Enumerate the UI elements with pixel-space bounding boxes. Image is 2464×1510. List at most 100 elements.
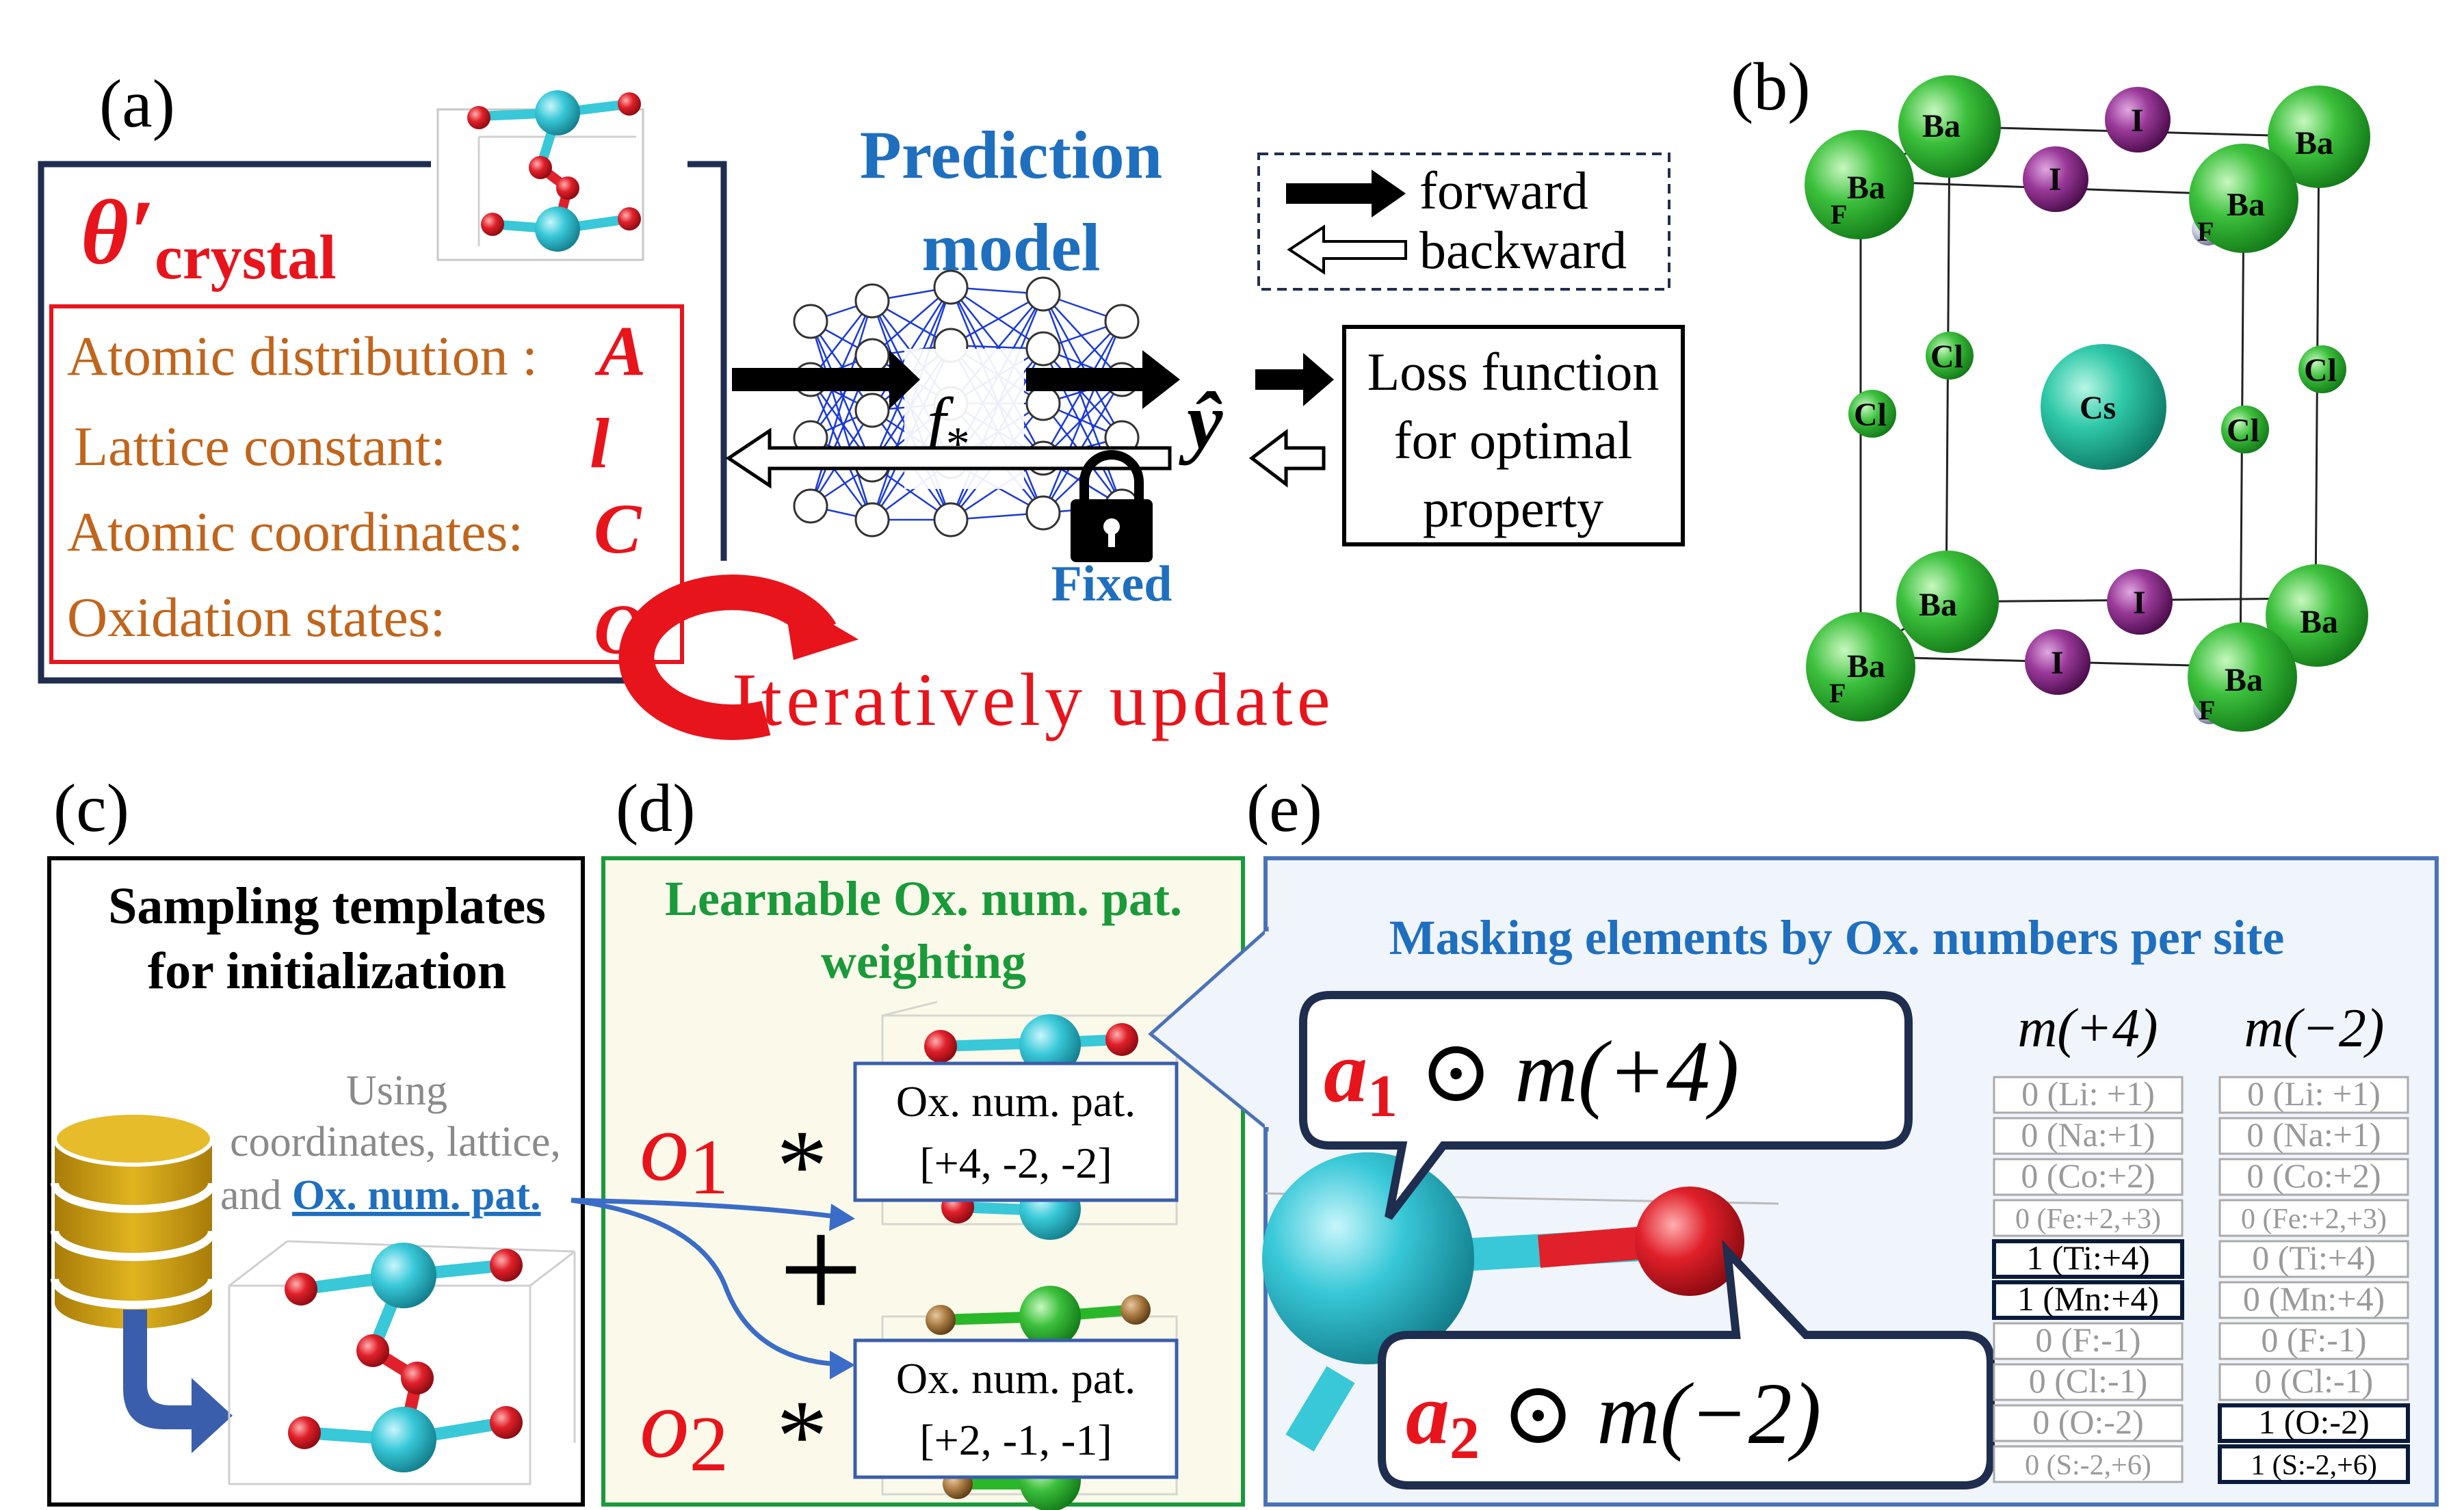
mask-minus2-cell bbox=[2218, 1403, 2410, 1443]
mask-minus2-entry: 0 (Co:+2) bbox=[2246, 1156, 2381, 1195]
param-label-oxidation-states: Oxidation states: bbox=[67, 586, 445, 648]
label-i: I bbox=[2049, 161, 2062, 198]
o2-times: * bbox=[776, 1379, 828, 1493]
loss-function-line-3: property bbox=[1423, 479, 1603, 538]
nn-node bbox=[1025, 495, 1061, 531]
o1-weight: o1 bbox=[640, 1092, 729, 1210]
mask-minus2-entry: 0 (Ti:+4) bbox=[2252, 1239, 2376, 1277]
mask-plus4-cell bbox=[1992, 1239, 2184, 1279]
pattern-crystal-2 bbox=[881, 1286, 1178, 1510]
panel-label-b: (b) bbox=[1731, 49, 1811, 124]
mask-plus4-column: 0 (Li: +1)0 (Na:+1)0 (Co:+2) 0 (Fe:+2,+3)… bbox=[1992, 1074, 2184, 1483]
nn-node bbox=[1025, 331, 1061, 367]
db-to-crystal-arrow-icon bbox=[123, 1310, 233, 1453]
mask-minus2-cell bbox=[2218, 1076, 2409, 1114]
nn-connection bbox=[950, 293, 1044, 347]
loss-function-line-1: Loss function bbox=[1367, 342, 1660, 401]
label-i: I bbox=[2131, 103, 2144, 139]
lock-icon bbox=[1071, 450, 1153, 562]
params-list: Atomic distribution : Lattice constant: … bbox=[67, 325, 538, 648]
label-cl: Cl bbox=[1854, 397, 1887, 433]
label-cl: Cl bbox=[1930, 339, 1963, 375]
mask-minus2-header: m(−2) bbox=[2244, 998, 2384, 1059]
panel-d: Learnable Ox. num. pat. weighting bbox=[571, 856, 1245, 1510]
label-ba: Ba bbox=[1922, 108, 1961, 144]
pattern-2-values: [+2, -1, -1] bbox=[919, 1416, 1112, 1464]
label-cl: Cl bbox=[2304, 352, 2337, 388]
mask-plus4-cell bbox=[1993, 1363, 2184, 1401]
mask-plus4-cell bbox=[1993, 1322, 2184, 1360]
panel-label-d: (d) bbox=[616, 770, 696, 846]
mask-minus2-cell bbox=[2218, 1117, 2409, 1155]
panel-c: Sampling templates for initialization Us… bbox=[47, 856, 585, 1507]
loss-function-line-2: for optimal bbox=[1394, 410, 1633, 470]
label-cl: Cl bbox=[2227, 412, 2259, 449]
label-cs: Cs bbox=[2080, 390, 2116, 426]
label-f: F bbox=[1829, 678, 1846, 708]
panel-label-e: (e) bbox=[1246, 770, 1322, 846]
template-crystal bbox=[228, 1240, 576, 1485]
panel-label-c: (c) bbox=[53, 770, 129, 846]
label-f: F bbox=[1831, 199, 1847, 230]
label-f: F bbox=[2199, 695, 2215, 726]
pattern-2-title: Ox. num. pat. bbox=[896, 1354, 1136, 1403]
pattern-box-2 bbox=[853, 1338, 1179, 1479]
nn-node bbox=[793, 304, 828, 339]
mask-plus4-cell bbox=[1993, 1158, 2184, 1196]
arrow-head-2 bbox=[830, 1351, 855, 1379]
arrow-legend-box bbox=[1257, 153, 1670, 291]
nn-connection bbox=[809, 321, 874, 466]
nn-connection bbox=[1042, 293, 1123, 438]
ba-atoms bbox=[1805, 75, 2370, 732]
nn-node bbox=[854, 283, 890, 319]
using-line-2: coordinates, lattice, bbox=[230, 1119, 561, 1165]
mask-minus2-entry: 0 (Li: +1) bbox=[2247, 1074, 2381, 1113]
nn-connection bbox=[809, 321, 874, 411]
callout-1-text: a1 ⊙ m(+4) bbox=[1324, 1023, 1739, 1130]
i-atoms bbox=[2023, 87, 2173, 695]
loss-function-box bbox=[1342, 325, 1685, 546]
iterate-label: Iteratively update bbox=[732, 658, 1335, 741]
mask-plus4-cell bbox=[1993, 1199, 2184, 1237]
ox-num-pat-link[interactable]: Ox. num. pat. bbox=[292, 1172, 540, 1219]
label-f: F bbox=[2197, 216, 2214, 247]
cs-atom bbox=[2041, 344, 2166, 470]
panel-label-a: (a) bbox=[99, 66, 175, 142]
mask-minus2-cell bbox=[2218, 1363, 2409, 1401]
label-ba: Ba bbox=[1847, 170, 1885, 206]
mask-minus2-entry: 0 (Cl:-1) bbox=[2255, 1362, 2374, 1400]
param-label-atomic-distribution: Atomic distribution : bbox=[67, 325, 538, 387]
prediction-model-title-1: Prediction bbox=[860, 117, 1163, 193]
template-to-pattern-arrows bbox=[571, 1197, 842, 1367]
mask-plus4-cell bbox=[1993, 1404, 2184, 1442]
ti-site-atom bbox=[1262, 1152, 1474, 1364]
backward-arrows bbox=[725, 427, 1326, 489]
mask-plus4-cell bbox=[1993, 1117, 2184, 1155]
panel-d-title-1: Learnable Ox. num. pat. bbox=[665, 871, 1182, 926]
panel-d-title-2: weighting bbox=[821, 934, 1026, 989]
mask-plus4-entry: 0 (S:-2,+6) bbox=[2025, 1450, 2151, 1481]
param-symbol-c: C bbox=[594, 490, 642, 568]
callout-2-text: a2 ⊙ m(−2) bbox=[1406, 1365, 1821, 1472]
mask-minus2-cell bbox=[2218, 1199, 2409, 1237]
mask-minus2-entry: 1 (S:-2,+6) bbox=[2251, 1450, 2377, 1481]
atom-labels: Ba Ba Ba Ba Ba Ba Ba Ba I I I I Cl Cl Cl… bbox=[1829, 103, 2338, 726]
mask-plus4-entry: 0 (Cl:-1) bbox=[2029, 1362, 2148, 1400]
mask-plus4-entry: 0 (F:-1) bbox=[2035, 1321, 2140, 1359]
nn-node bbox=[933, 269, 969, 305]
nn-node bbox=[1104, 304, 1140, 339]
forward-arrows bbox=[732, 350, 1334, 409]
using-line-3: and Ox. num. pat. bbox=[220, 1172, 541, 1219]
mask-minus2-entry: 0 (Na:+1) bbox=[2246, 1115, 2381, 1154]
mask-minus2-cell bbox=[2218, 1322, 2409, 1360]
theta-crystal: θ′crystal bbox=[81, 182, 337, 292]
nn-connection bbox=[1043, 348, 1123, 438]
mask-plus4-entry: 0 (Co:+2) bbox=[2021, 1156, 2155, 1195]
mask-minus2-column: 0 (Li: +1)0 (Na:+1)0 (Co:+2) 0 (Fe:+2,+3)… bbox=[2218, 1074, 2410, 1484]
param-label-atomic-coordinates: Atomic coordinates: bbox=[67, 501, 523, 563]
label-ba: Ba bbox=[1847, 648, 1885, 685]
label-ba: Ba bbox=[2295, 125, 2333, 161]
label-i: I bbox=[2051, 645, 2064, 681]
arrow-head-1 bbox=[829, 1204, 855, 1231]
